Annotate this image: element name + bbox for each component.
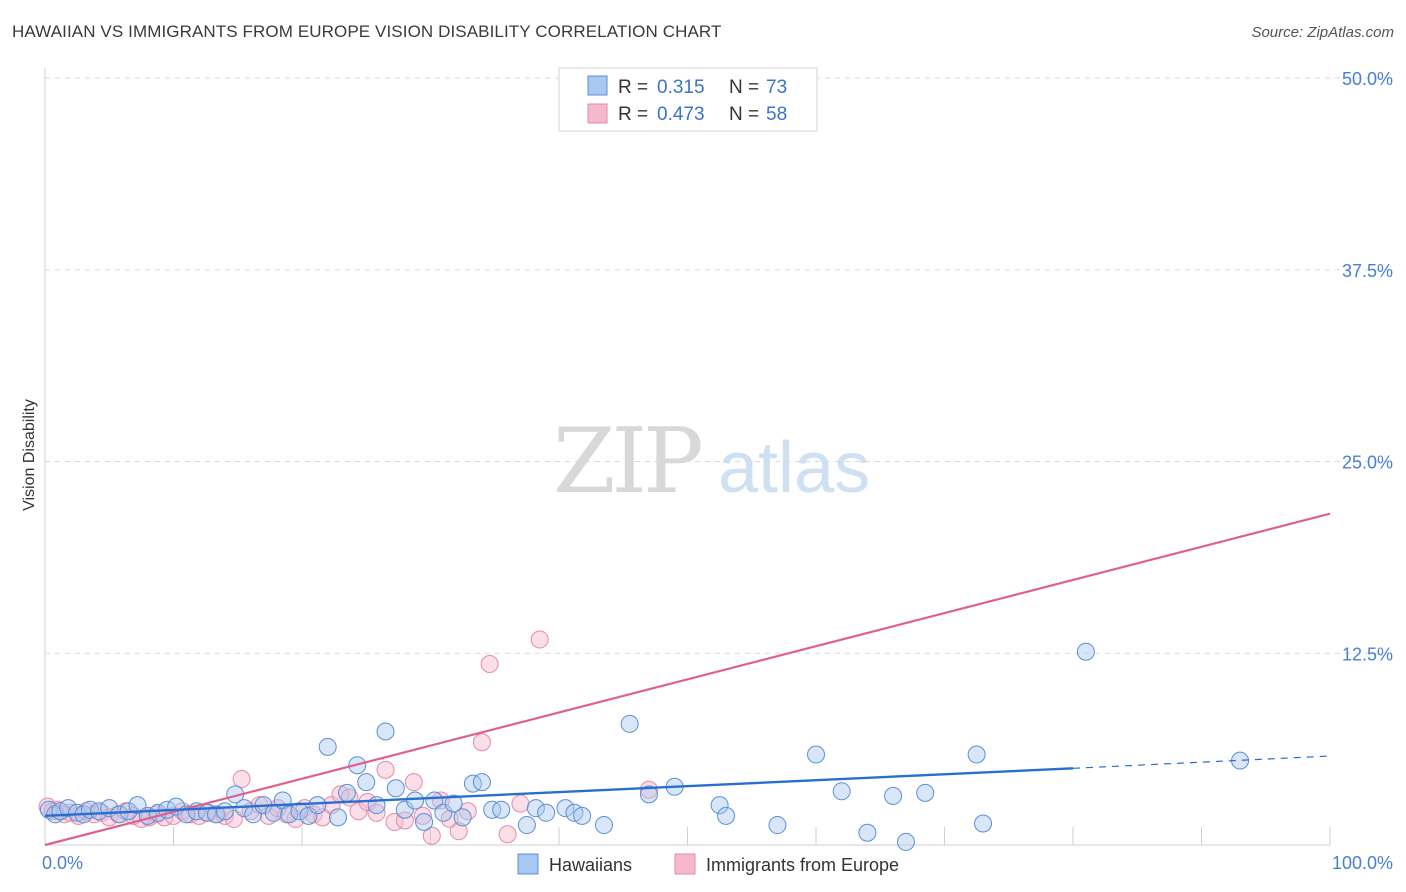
stats-n-label-1: N = <box>729 77 759 98</box>
data-point-hawaiians <box>318 737 337 756</box>
legend-label-hawaiians: Hawaiians <box>549 855 632 875</box>
data-point-hawaiians <box>768 816 787 835</box>
data-point-hawaiians <box>974 814 993 833</box>
data-point-hawaiians <box>537 803 556 822</box>
data-point-immigrants-from-europe <box>349 802 368 821</box>
data-point-hawaiians <box>710 796 729 815</box>
data-point-hawaiians <box>425 791 444 810</box>
data-point-hawaiians <box>395 800 414 819</box>
data-point-hawaiians <box>639 785 658 804</box>
data-point-hawaiians <box>916 783 935 802</box>
data-point-hawaiians <box>415 812 434 831</box>
y-tick-label: 50.0% <box>1342 69 1393 89</box>
stats-r-value-2: 0.473 <box>657 104 705 125</box>
legend-swatch-hawaiians <box>517 853 539 875</box>
legend-label-immigrants: Immigrants from Europe <box>706 855 899 875</box>
data-point-immigrants-from-europe <box>413 806 432 825</box>
data-point-hawaiians <box>556 799 575 818</box>
data-point-hawaiians <box>463 774 482 793</box>
x-tick-label: 0.0% <box>42 853 83 873</box>
legend-swatch-immigrants <box>674 853 696 875</box>
axes <box>44 68 1331 846</box>
stats-r-label-2: R = <box>618 104 648 125</box>
y-tick-label: 25.0% <box>1342 453 1393 473</box>
stats-n-value-1: 73 <box>766 77 787 98</box>
stats-r-value-1: 0.315 <box>657 77 705 98</box>
data-point-hawaiians <box>59 799 78 818</box>
gridlines <box>45 77 1390 654</box>
data-point-hawaiians <box>357 773 376 792</box>
data-point-hawaiians <box>386 779 405 798</box>
data-point-immigrants-from-europe <box>404 773 423 792</box>
series-legend: Hawaiians Immigrants from Europe <box>517 853 899 875</box>
data-point-hawaiians <box>620 714 639 733</box>
chart-title: HAWAIIAN VS IMMIGRANTS FROM EUROPE VISIO… <box>12 22 722 41</box>
data-point-immigrants-from-europe <box>480 654 499 673</box>
y-tick-label: 12.5% <box>1342 644 1393 664</box>
stats-legend-swatch-pink <box>587 103 608 124</box>
data-point-hawaiians <box>39 800 58 819</box>
data-point-immigrants-from-europe <box>232 770 251 789</box>
data-point-hawaiians <box>290 802 309 821</box>
source-credit: Source: ZipAtlas.com <box>1251 24 1394 41</box>
data-point-immigrants-from-europe <box>498 825 517 844</box>
data-point-hawaiians <box>280 805 299 824</box>
data-point-hawaiians <box>215 802 234 821</box>
data-point-hawaiians <box>832 782 851 801</box>
data-point-immigrants-from-europe <box>449 822 468 841</box>
data-point-hawaiians <box>967 745 986 764</box>
series-hawaiians <box>39 642 1250 851</box>
y-tick-label: 37.5% <box>1342 261 1393 281</box>
stats-legend: R = 0.315 N = 73 R = 0.473 N = 58 <box>558 67 818 132</box>
data-point-immigrants-from-europe <box>639 780 658 799</box>
data-point-hawaiians <box>308 796 327 815</box>
stats-r-label-1: R = <box>618 77 648 98</box>
stats-n-value-2: 58 <box>766 104 787 125</box>
data-point-hawaiians <box>453 808 472 827</box>
data-point-immigrants-from-europe <box>422 826 441 845</box>
stats-n-label-2: N = <box>729 104 759 125</box>
trend-line-immigrants-from-europe <box>44 512 1331 847</box>
data-point-immigrants-from-europe <box>376 760 395 779</box>
data-point-hawaiians <box>472 773 491 792</box>
data-point-hawaiians <box>807 745 825 764</box>
data-point-hawaiians <box>594 816 613 835</box>
data-point-immigrants-from-europe <box>259 806 278 825</box>
trend-lines <box>44 512 1331 847</box>
data-point-immigrants-from-europe <box>367 803 386 822</box>
data-point-hawaiians <box>406 791 425 810</box>
data-point-hawaiians <box>434 803 453 822</box>
data-point-hawaiians <box>717 806 736 825</box>
data-point-hawaiians <box>526 799 545 818</box>
watermark-atlas: atlas <box>718 428 870 508</box>
data-point-hawaiians <box>328 808 347 827</box>
x-tick-label: 100.0% <box>1332 853 1393 873</box>
data-point-immigrants-from-europe <box>530 630 549 649</box>
data-point-hawaiians <box>573 806 592 825</box>
data-point-hawaiians <box>444 794 463 813</box>
data-point-hawaiians <box>337 783 356 802</box>
data-point-hawaiians <box>1076 642 1095 661</box>
trend-line-hawaiians <box>44 767 1074 818</box>
data-point-immigrants-from-europe <box>511 794 530 813</box>
data-point-hawaiians <box>858 823 877 842</box>
data-point-hawaiians <box>89 802 108 821</box>
stats-legend-swatch-blue <box>587 75 608 96</box>
data-point-immigrants-from-europe <box>472 733 491 752</box>
data-point-hawaiians <box>517 816 536 835</box>
data-point-hawaiians <box>896 832 915 851</box>
data-point-immigrants-from-europe <box>395 811 414 830</box>
tick-labels: 12.5% 25.0% 37.5% 50.0% 0.0% 100.0% <box>42 69 1393 873</box>
y-axis-label: Vision Disability <box>21 399 38 511</box>
data-point-hawaiians <box>492 800 511 819</box>
data-point-hawaiians <box>884 786 903 805</box>
data-point-hawaiians <box>376 722 395 741</box>
trend-line-hawaiians-extension <box>1072 755 1331 769</box>
